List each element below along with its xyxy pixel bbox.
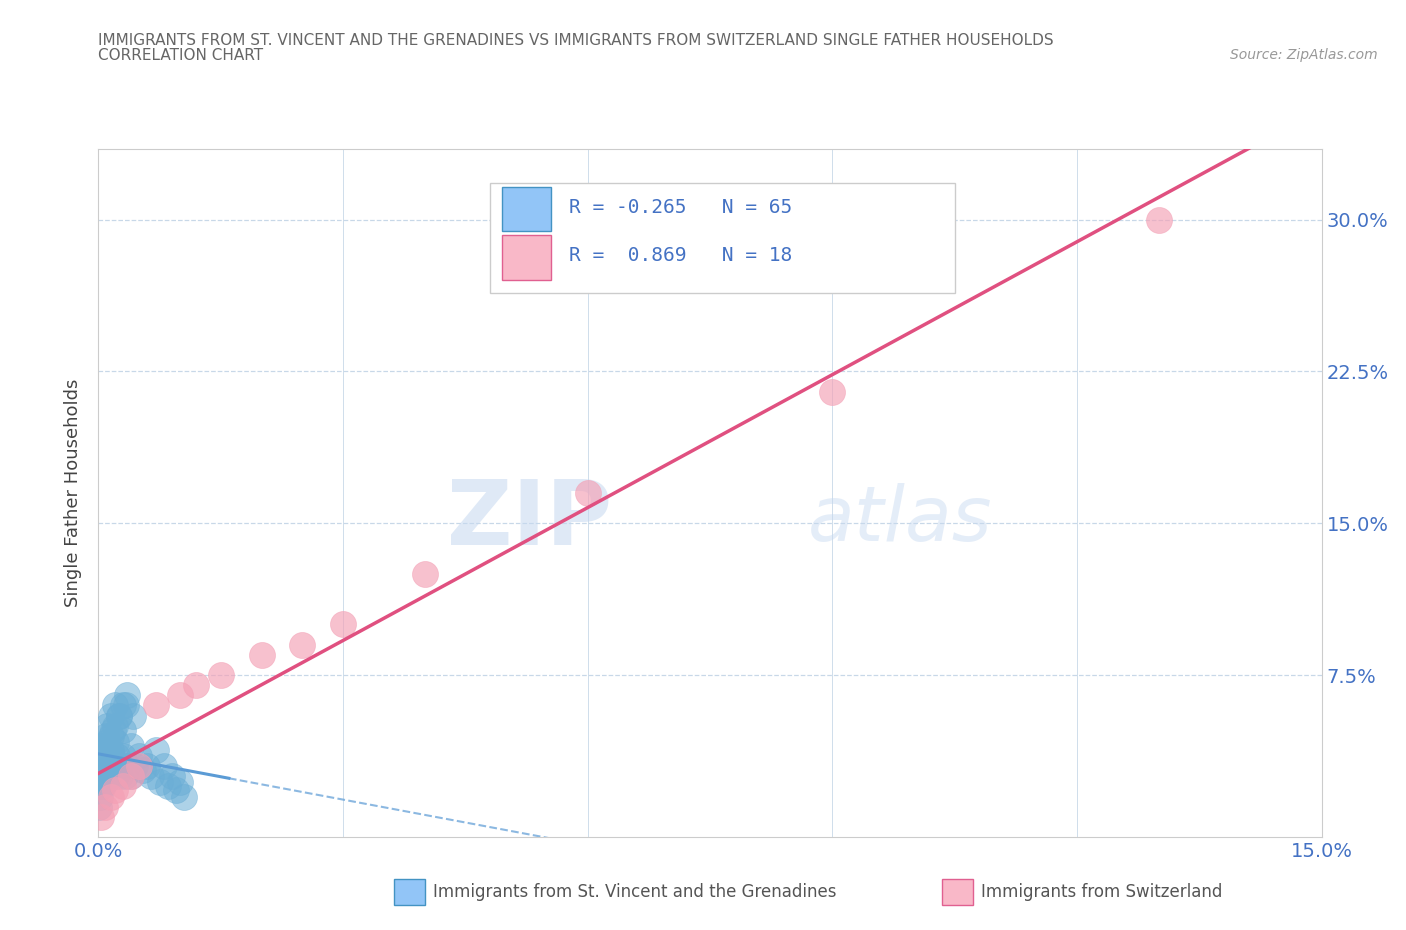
Point xyxy=(145,742,167,757)
Point xyxy=(114,769,136,784)
Point xyxy=(110,769,132,784)
Point xyxy=(97,769,120,784)
Point xyxy=(104,783,127,798)
Point xyxy=(128,749,150,764)
Point xyxy=(91,738,114,753)
Text: R = -0.265   N = 65: R = -0.265 N = 65 xyxy=(569,198,793,217)
Bar xyxy=(489,183,955,293)
Point xyxy=(169,775,191,790)
Point xyxy=(111,698,134,713)
Point xyxy=(94,742,117,757)
Point xyxy=(115,759,138,774)
Y-axis label: Single Father Households: Single Father Households xyxy=(65,379,83,607)
Point xyxy=(291,637,314,652)
Point xyxy=(413,566,436,581)
Point xyxy=(90,779,112,794)
Point xyxy=(169,688,191,703)
Point xyxy=(104,759,127,774)
Point xyxy=(152,759,174,774)
Point xyxy=(132,763,155,777)
Point xyxy=(141,769,163,784)
Point xyxy=(250,647,273,662)
Point xyxy=(94,799,117,814)
Text: Source: ZipAtlas.com: Source: ZipAtlas.com xyxy=(1230,48,1378,62)
Point xyxy=(100,769,122,784)
Point xyxy=(105,749,128,764)
Point xyxy=(90,809,112,824)
Point xyxy=(100,742,122,757)
Point xyxy=(120,769,142,784)
Point xyxy=(104,698,127,713)
Point xyxy=(111,749,134,764)
Point xyxy=(90,759,112,774)
Point xyxy=(332,617,354,631)
Point xyxy=(101,723,124,737)
Point xyxy=(156,779,179,794)
Point xyxy=(120,738,142,753)
Point xyxy=(186,678,208,693)
Point xyxy=(124,759,146,774)
Point xyxy=(96,738,118,753)
Point xyxy=(115,698,138,713)
Point xyxy=(90,779,112,794)
Point xyxy=(89,789,111,804)
Point xyxy=(136,759,159,774)
Point xyxy=(111,779,134,794)
Point xyxy=(121,708,143,723)
Point xyxy=(576,485,599,500)
Bar xyxy=(502,187,551,232)
Point xyxy=(149,775,172,790)
Point xyxy=(209,668,232,683)
Point xyxy=(94,749,117,764)
Point xyxy=(94,775,117,790)
Point xyxy=(165,783,187,798)
Point xyxy=(91,779,114,794)
Point xyxy=(96,735,118,750)
Point xyxy=(94,759,117,774)
Point xyxy=(93,769,115,784)
Point xyxy=(108,708,131,723)
Point xyxy=(105,769,128,784)
Point xyxy=(821,384,844,399)
Point xyxy=(91,759,114,774)
Point xyxy=(98,763,121,777)
Point xyxy=(90,769,112,784)
Text: Immigrants from St. Vincent and the Grenadines: Immigrants from St. Vincent and the Gren… xyxy=(433,883,837,901)
Point xyxy=(89,769,111,784)
Text: Immigrants from Switzerland: Immigrants from Switzerland xyxy=(981,883,1223,901)
Point xyxy=(94,728,117,743)
Point xyxy=(96,759,118,774)
Point xyxy=(104,718,127,733)
Point xyxy=(173,789,195,804)
Point xyxy=(105,735,128,750)
Point xyxy=(93,754,115,769)
Point xyxy=(89,799,111,814)
Point xyxy=(91,763,114,777)
Point xyxy=(108,759,131,774)
Point xyxy=(108,708,131,723)
Point xyxy=(98,752,121,767)
Text: atlas: atlas xyxy=(808,484,993,557)
Point xyxy=(145,698,167,713)
Point xyxy=(1147,212,1170,227)
Text: CORRELATION CHART: CORRELATION CHART xyxy=(98,48,263,63)
Point xyxy=(160,769,183,784)
Text: ZIP: ZIP xyxy=(447,476,612,565)
Point xyxy=(100,789,122,804)
Point xyxy=(96,718,118,733)
Bar xyxy=(502,235,551,280)
Point xyxy=(100,708,122,723)
Point xyxy=(91,749,114,764)
Point xyxy=(120,769,142,784)
Text: R =  0.869   N = 18: R = 0.869 N = 18 xyxy=(569,246,793,265)
Point xyxy=(111,723,134,737)
Point xyxy=(115,688,138,703)
Point xyxy=(101,749,124,764)
Point xyxy=(100,728,122,743)
Text: IMMIGRANTS FROM ST. VINCENT AND THE GRENADINES VS IMMIGRANTS FROM SWITZERLAND SI: IMMIGRANTS FROM ST. VINCENT AND THE GREN… xyxy=(98,33,1054,47)
Point xyxy=(128,759,150,774)
